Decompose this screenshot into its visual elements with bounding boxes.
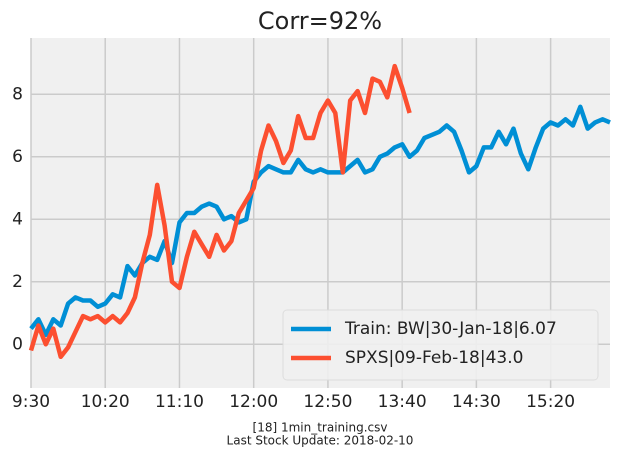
x-tick-label: 12:00 [229, 392, 278, 412]
y-tick-label: 6 [12, 147, 23, 167]
x-tick-label: 12:50 [303, 392, 352, 412]
y-tick-label: 8 [12, 84, 23, 104]
x-tick-label: 9:30 [12, 392, 50, 412]
x-tick-label: 14:30 [452, 392, 501, 412]
chart-title: Corr=92% [258, 7, 382, 35]
y-tick-label: 2 [12, 272, 23, 292]
y-tick-label: 0 [12, 334, 23, 354]
footer-line: Last Stock Update: 2018-02-10 [227, 434, 414, 448]
legend-label: SPXS|09-Feb-18|43.0 [345, 348, 523, 368]
x-tick-label: 13:40 [378, 392, 427, 412]
series-line [29, 104, 611, 338]
x-tick-label: 15:20 [526, 392, 575, 412]
y-tick-label: 4 [12, 209, 23, 229]
series-line [28, 63, 412, 360]
x-tick-label: 10:20 [81, 392, 130, 412]
x-tick-label: 11:10 [155, 392, 204, 412]
legend-box [282, 309, 599, 381]
legend-label: Train: BW|30-Jan-18|6.07 [344, 319, 557, 339]
footer-line: [18] 1min_training.csv [253, 421, 388, 435]
